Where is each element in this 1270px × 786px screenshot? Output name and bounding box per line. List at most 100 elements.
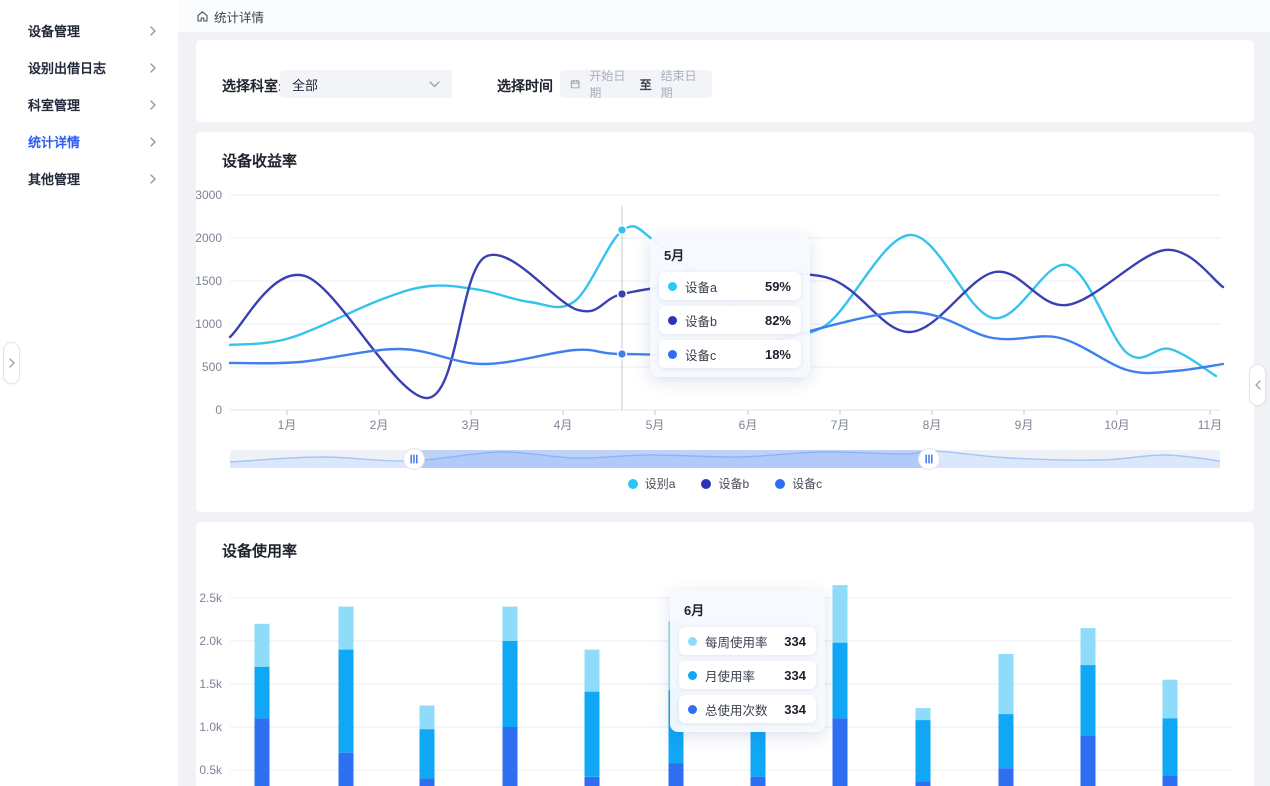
chevron-right-icon <box>150 62 156 73</box>
bar-segment-week[interactable] <box>998 653 1014 715</box>
x-axis-tick-label: 5月 <box>646 418 665 432</box>
bar-12月[interactable] <box>1162 679 1178 786</box>
bar-segment-month[interactable] <box>502 641 518 727</box>
bar-segment-total[interactable] <box>1080 735 1096 786</box>
bar-segment-total[interactable] <box>915 781 931 786</box>
tooltip-row: 设备b 82% <box>659 306 801 334</box>
bar-4月[interactable] <box>502 606 518 786</box>
legend-item-2[interactable]: 设备c <box>775 475 822 492</box>
bar-segment-month[interactable] <box>584 691 600 777</box>
sidebar-item-1[interactable]: 设别出借日志 <box>0 49 178 86</box>
bar-segment-month[interactable] <box>998 714 1014 769</box>
legend-item-0[interactable]: 设别a <box>627 475 675 492</box>
bar-segment-total[interactable] <box>750 776 766 786</box>
y-axis-tick-label: 0 <box>215 403 222 417</box>
bar-segment-month[interactable] <box>338 649 354 753</box>
sidebar-item-3[interactable]: 统计详情 <box>0 123 178 160</box>
bar-3月[interactable] <box>419 705 435 786</box>
x-axis-tick-label: 8月 <box>923 418 942 432</box>
legend-item-1[interactable]: 设备b <box>701 475 749 492</box>
sidebar-item-label: 设别出借日志 <box>28 61 107 76</box>
date-end-input[interactable]: 结束日期 <box>660 69 697 100</box>
chevron-left-icon <box>1254 380 1261 390</box>
bar-segment-month[interactable] <box>419 729 435 779</box>
bar-5月[interactable] <box>584 649 600 786</box>
tooltip-row: 设备c 18% <box>659 340 801 368</box>
tooltip-title: 5月 <box>664 248 685 263</box>
bar-11月[interactable] <box>1080 628 1096 786</box>
usage-chart-title: 设备使用率 <box>222 543 298 560</box>
bar-segment-total[interactable] <box>419 778 435 786</box>
bar-1月[interactable] <box>254 623 270 786</box>
bar-segment-total[interactable] <box>502 727 518 786</box>
date-range-picker[interactable]: 开始日期 至 结束日期 <box>560 69 712 100</box>
bar-segment-week[interactable] <box>419 705 435 730</box>
date-range-separator: 至 <box>639 77 652 92</box>
x-axis-tick-label: 6月 <box>739 418 758 432</box>
sidebar-expand-handle[interactable] <box>3 342 20 384</box>
y-axis-tick-label: 0.5k <box>199 763 223 777</box>
sidebar: 设备管理设别出借日志科室管理 统计详情 其他管理 <box>0 0 178 786</box>
series-dot-icon <box>668 315 677 325</box>
bar-2月[interactable] <box>338 606 354 786</box>
datazoom-handle-1[interactable] <box>918 448 940 470</box>
breadcrumb[interactable]: 统计详情 <box>196 7 264 26</box>
bar-segment-total[interactable] <box>668 763 684 786</box>
filter-card: 选择科室: 全部 选择时间 开始日期 至 结束日期 <box>196 40 1254 122</box>
tooltip-row: 总使用次数 334 <box>679 695 816 723</box>
bar-segment-week[interactable] <box>502 606 518 641</box>
bar-segment-week[interactable] <box>1162 679 1178 719</box>
bar-segment-week[interactable] <box>584 649 600 692</box>
legend-dot-icon <box>627 478 638 489</box>
bar-segment-month[interactable] <box>1080 665 1096 736</box>
datazoom-handle-0[interactable] <box>403 448 425 470</box>
series-dot-icon <box>688 670 697 680</box>
bar-segment-month[interactable] <box>832 642 848 719</box>
series-dot-icon <box>668 281 677 291</box>
x-axis-tick-label: 11月 <box>1198 418 1222 432</box>
bar-segment-month[interactable] <box>915 720 931 782</box>
chevron-down-icon <box>429 80 440 87</box>
x-axis-tick-label: 2月 <box>370 418 389 432</box>
time-filter-label: 选择时间 <box>497 78 553 94</box>
bar-segment-week[interactable] <box>1080 628 1096 666</box>
bar-segment-month[interactable] <box>750 727 766 777</box>
datazoom-selected-range[interactable] <box>414 450 929 468</box>
tooltip-series-value: 82% <box>764 312 791 328</box>
bar-segment-total[interactable] <box>1162 776 1178 786</box>
bar-segment-week[interactable] <box>832 585 848 643</box>
tooltip-series-value: 334 <box>784 667 806 683</box>
bar-segment-week[interactable] <box>915 708 931 721</box>
bar-segment-total[interactable] <box>998 768 1014 786</box>
tooltip-title: 6月 <box>684 603 705 618</box>
bar-9月[interactable] <box>915 708 931 786</box>
sidebar-item-2[interactable]: 科室管理 <box>0 86 178 123</box>
bar-segment-total[interactable] <box>254 718 270 786</box>
bar-segment-total[interactable] <box>584 776 600 786</box>
chevron-right-icon <box>150 173 156 184</box>
dept-select[interactable]: 全部 <box>280 70 452 98</box>
calendar-icon <box>570 79 580 89</box>
revenue-chart-legend: 设别a 设备b 设备c <box>196 475 1254 492</box>
panel-collapse-handle[interactable] <box>1249 364 1266 406</box>
bar-segment-month[interactable] <box>254 666 270 719</box>
revenue-chart-tooltip: 5月 设备a 59% 设备b 82% 设备c 18% <box>650 235 810 377</box>
chevron-right-icon <box>150 99 156 110</box>
tooltip-series-label: 月使用率 <box>705 669 756 684</box>
sidebar-item-0[interactable]: 设备管理 <box>0 12 178 49</box>
bar-8月[interactable] <box>832 585 848 786</box>
revenue-line-chart[interactable]: 3000 2000 1500 1000 500 0 1月 2月 3月 4月 5月 6月 7月 8月 9月 10… <box>196 132 1254 512</box>
tooltip-series-label: 设备a <box>685 280 717 295</box>
bar-segment-week[interactable] <box>338 606 354 650</box>
bar-segment-month[interactable] <box>1162 718 1178 776</box>
sidebar-item-4[interactable]: 其他管理 <box>0 160 178 197</box>
tooltip-series-label: 设备c <box>685 348 717 363</box>
bar-segment-week[interactable] <box>254 623 270 667</box>
bar-10月[interactable] <box>998 653 1014 786</box>
bar-segment-total[interactable] <box>832 718 848 786</box>
date-start-input[interactable]: 开始日期 <box>589 69 626 100</box>
bar-segment-total[interactable] <box>338 752 354 786</box>
legend-label: 设备b <box>718 477 750 491</box>
x-axis-tick-label: 3月 <box>462 418 481 432</box>
